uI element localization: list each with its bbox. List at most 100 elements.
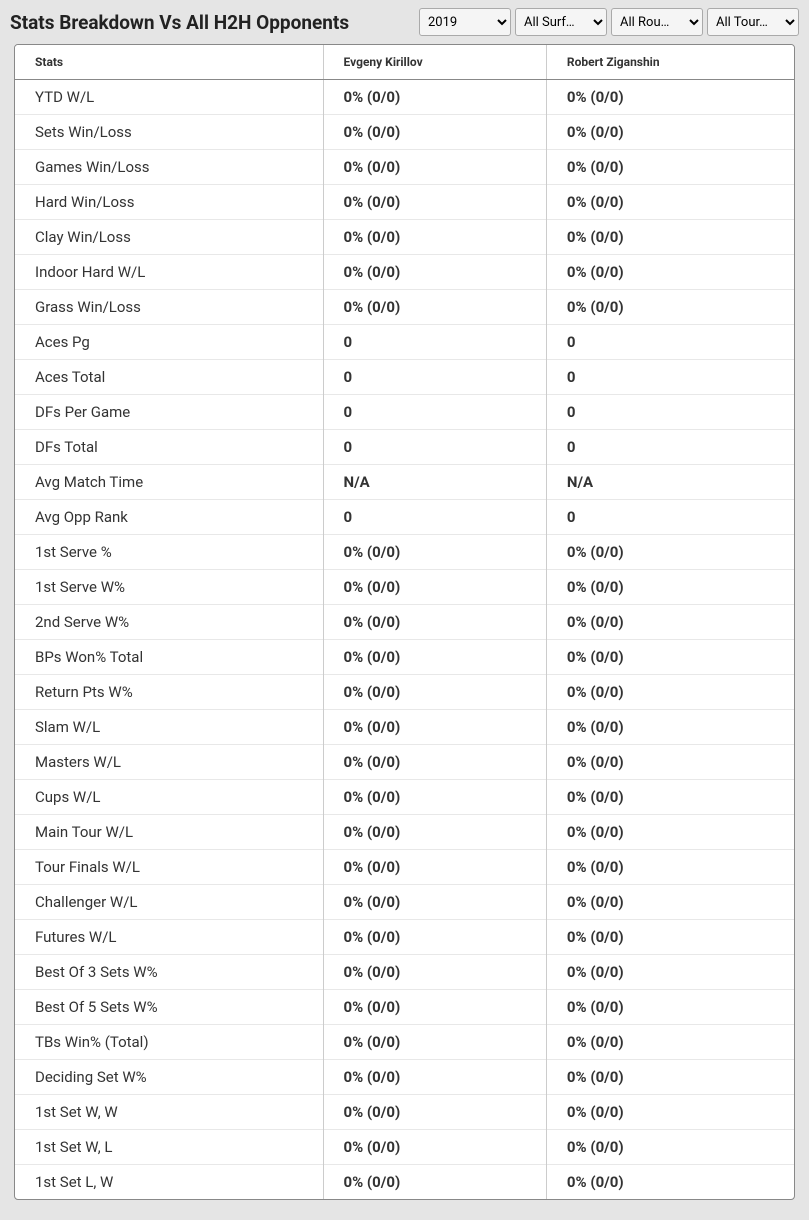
stat-value-player1: 0% (0/0): [323, 990, 546, 1025]
stat-label: Indoor Hard W/L: [15, 255, 323, 290]
stat-value-player2: 0% (0/0): [546, 535, 794, 570]
stat-label: Aces Total: [15, 360, 323, 395]
stat-value-player2: 0% (0/0): [546, 255, 794, 290]
table-row: Main Tour W/L0% (0/0)0% (0/0): [15, 815, 794, 850]
stat-value-player2: 0: [546, 430, 794, 465]
surface-select[interactable]: All Surf…: [515, 8, 607, 36]
stat-value-player1: 0% (0/0): [323, 885, 546, 920]
stat-label: Sets Win/Loss: [15, 115, 323, 150]
table-row: Games Win/Loss0% (0/0)0% (0/0): [15, 150, 794, 185]
stat-label: Best Of 5 Sets W%: [15, 990, 323, 1025]
stat-label: DFs Per Game: [15, 395, 323, 430]
stat-value-player2: 0% (0/0): [546, 745, 794, 780]
stat-label: Cups W/L: [15, 780, 323, 815]
stat-label: TBs Win% (Total): [15, 1025, 323, 1060]
stat-value-player1: 0% (0/0): [323, 850, 546, 885]
stat-value-player2: 0% (0/0): [546, 605, 794, 640]
stat-label: Tour Finals W/L: [15, 850, 323, 885]
table-row: 1st Set W, L0% (0/0)0% (0/0): [15, 1130, 794, 1165]
table-row: Best Of 5 Sets W%0% (0/0)0% (0/0): [15, 990, 794, 1025]
table-row: Best Of 3 Sets W%0% (0/0)0% (0/0): [15, 955, 794, 990]
table-row: DFs Per Game00: [15, 395, 794, 430]
table-row: Clay Win/Loss0% (0/0)0% (0/0): [15, 220, 794, 255]
table-row: Slam W/L0% (0/0)0% (0/0): [15, 710, 794, 745]
table-row: Grass Win/Loss0% (0/0)0% (0/0): [15, 290, 794, 325]
stat-value-player2: 0% (0/0): [546, 885, 794, 920]
table-row: 1st Set L, W0% (0/0)0% (0/0): [15, 1165, 794, 1200]
stat-value-player1: 0: [323, 430, 546, 465]
stat-label: Avg Opp Rank: [15, 500, 323, 535]
stat-value-player1: 0% (0/0): [323, 1165, 546, 1200]
header-bar: Stats Breakdown Vs All H2H Opponents 201…: [0, 0, 809, 44]
stat-value-player2: 0% (0/0): [546, 675, 794, 710]
stat-value-player2: 0% (0/0): [546, 640, 794, 675]
table-header-row: Stats Evgeny Kirillov Robert Ziganshin: [15, 45, 794, 80]
stat-label: Hard Win/Loss: [15, 185, 323, 220]
stat-label: Slam W/L: [15, 710, 323, 745]
stat-value-player1: 0% (0/0): [323, 1025, 546, 1060]
table-row: 1st Serve %0% (0/0)0% (0/0): [15, 535, 794, 570]
stats-tbody: YTD W/L0% (0/0)0% (0/0)Sets Win/Loss0% (…: [15, 80, 794, 1200]
table-row: 1st Set W, W0% (0/0)0% (0/0): [15, 1095, 794, 1130]
stat-value-player1: 0% (0/0): [323, 1130, 546, 1165]
stat-value-player2: 0% (0/0): [546, 150, 794, 185]
stat-value-player1: 0% (0/0): [323, 255, 546, 290]
stat-value-player1: 0% (0/0): [323, 920, 546, 955]
col-header-player1: Evgeny Kirillov: [323, 45, 546, 80]
stat-label: Futures W/L: [15, 920, 323, 955]
table-row: YTD W/L0% (0/0)0% (0/0): [15, 80, 794, 115]
stat-label: 1st Serve %: [15, 535, 323, 570]
table-row: Sets Win/Loss0% (0/0)0% (0/0): [15, 115, 794, 150]
stat-label: BPs Won% Total: [15, 640, 323, 675]
stat-value-player2: 0% (0/0): [546, 990, 794, 1025]
stat-value-player2: 0% (0/0): [546, 1165, 794, 1200]
stat-value-player2: 0% (0/0): [546, 780, 794, 815]
year-select[interactable]: 2019: [419, 8, 511, 36]
tour-select[interactable]: All Tour…: [707, 8, 799, 36]
table-row: BPs Won% Total0% (0/0)0% (0/0): [15, 640, 794, 675]
stat-label: 1st Serve W%: [15, 570, 323, 605]
stat-label: 1st Set W, L: [15, 1130, 323, 1165]
stat-value-player2: 0% (0/0): [546, 1060, 794, 1095]
stat-value-player1: 0% (0/0): [323, 815, 546, 850]
stat-value-player1: 0: [323, 500, 546, 535]
stat-value-player2: 0% (0/0): [546, 815, 794, 850]
stat-value-player2: 0% (0/0): [546, 185, 794, 220]
stat-value-player1: 0% (0/0): [323, 1060, 546, 1095]
stat-value-player1: 0% (0/0): [323, 570, 546, 605]
stat-value-player1: 0% (0/0): [323, 780, 546, 815]
stats-table: Stats Evgeny Kirillov Robert Ziganshin Y…: [15, 45, 794, 1199]
stat-value-player1: 0% (0/0): [323, 290, 546, 325]
stat-value-player2: 0% (0/0): [546, 850, 794, 885]
table-row: Futures W/L0% (0/0)0% (0/0): [15, 920, 794, 955]
table-row: Challenger W/L0% (0/0)0% (0/0): [15, 885, 794, 920]
stat-value-player2: 0% (0/0): [546, 955, 794, 990]
stat-label: Avg Match Time: [15, 465, 323, 500]
stat-value-player1: 0% (0/0): [323, 710, 546, 745]
table-row: Hard Win/Loss0% (0/0)0% (0/0): [15, 185, 794, 220]
stat-value-player2: 0: [546, 325, 794, 360]
table-row: Return Pts W%0% (0/0)0% (0/0): [15, 675, 794, 710]
stat-label: Grass Win/Loss: [15, 290, 323, 325]
stat-value-player1: 0% (0/0): [323, 220, 546, 255]
table-row: Avg Match TimeN/AN/A: [15, 465, 794, 500]
stat-value-player2: 0: [546, 395, 794, 430]
stat-label: YTD W/L: [15, 80, 323, 115]
table-row: Avg Opp Rank00: [15, 500, 794, 535]
stat-label: DFs Total: [15, 430, 323, 465]
stat-label: Masters W/L: [15, 745, 323, 780]
stat-value-player2: N/A: [546, 465, 794, 500]
stat-value-player1: 0% (0/0): [323, 640, 546, 675]
table-row: Aces Pg00: [15, 325, 794, 360]
table-row: DFs Total00: [15, 430, 794, 465]
stat-value-player2: 0% (0/0): [546, 80, 794, 115]
round-select[interactable]: All Rou…: [611, 8, 703, 36]
filter-group: 2019 All Surf… All Rou… All Tour…: [419, 8, 799, 36]
table-row: 2nd Serve W%0% (0/0)0% (0/0): [15, 605, 794, 640]
stat-value-player1: 0% (0/0): [323, 745, 546, 780]
stat-value-player1: 0% (0/0): [323, 185, 546, 220]
stat-value-player2: 0: [546, 500, 794, 535]
stat-label: 1st Set W, W: [15, 1095, 323, 1130]
table-row: Tour Finals W/L0% (0/0)0% (0/0): [15, 850, 794, 885]
stat-value-player2: 0% (0/0): [546, 220, 794, 255]
